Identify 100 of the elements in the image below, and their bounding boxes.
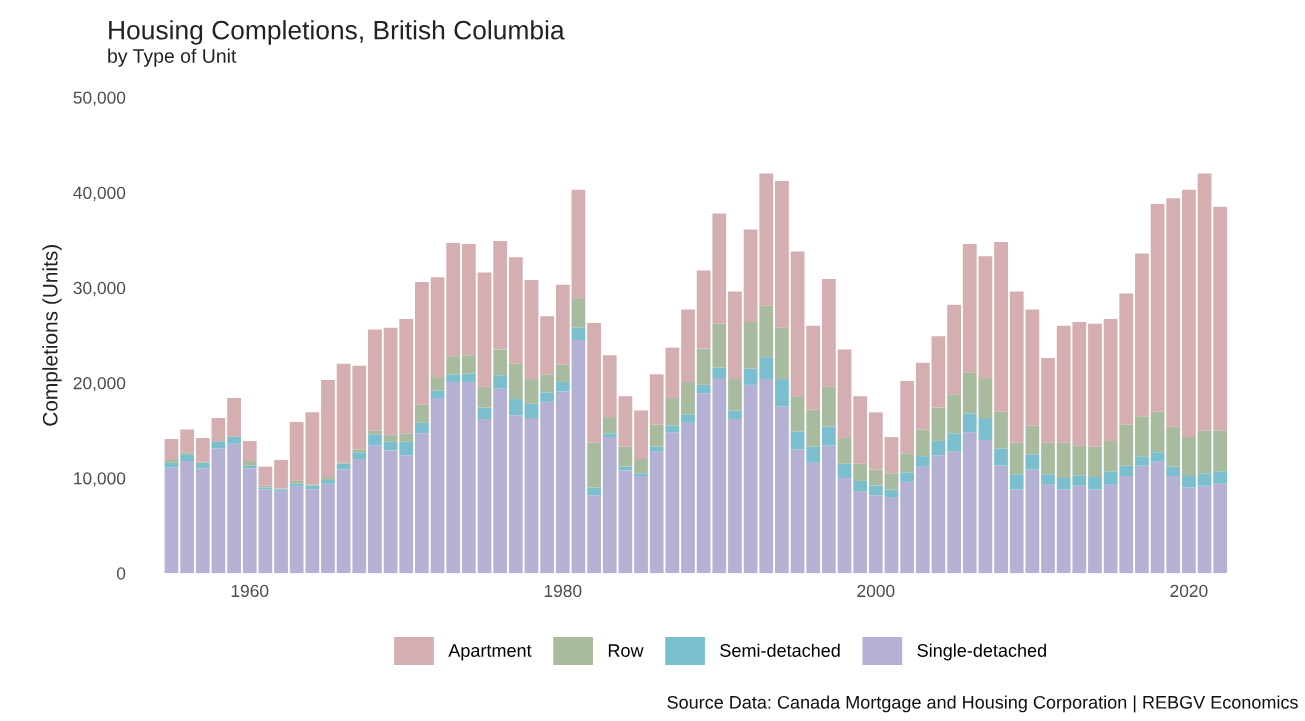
bar bbox=[728, 291, 742, 380]
chart-title: Housing Completions, British Columbia bbox=[109, 20, 565, 45]
bar bbox=[383, 450, 398, 574]
bar bbox=[430, 390, 445, 399]
bar bbox=[681, 381, 695, 415]
bar bbox=[915, 362, 930, 430]
bar bbox=[665, 425, 680, 433]
bar bbox=[1150, 452, 1165, 462]
bar bbox=[1150, 461, 1165, 574]
bar bbox=[415, 433, 429, 574]
bar bbox=[931, 336, 946, 408]
bar bbox=[790, 449, 805, 574]
bar bbox=[258, 466, 273, 486]
bar bbox=[227, 437, 241, 444]
bar bbox=[775, 379, 789, 407]
bar bbox=[1197, 173, 1212, 431]
bar bbox=[994, 242, 1008, 412]
bar bbox=[164, 439, 179, 460]
bar bbox=[884, 437, 899, 474]
bar bbox=[1135, 416, 1149, 457]
bar bbox=[477, 419, 492, 574]
bar bbox=[195, 438, 210, 462]
bar bbox=[743, 229, 758, 322]
bar bbox=[681, 422, 695, 574]
bar bbox=[634, 473, 648, 477]
bar bbox=[1041, 358, 1055, 443]
bar bbox=[868, 495, 883, 574]
bar bbox=[1182, 437, 1196, 477]
bar bbox=[1135, 465, 1149, 574]
bar bbox=[821, 445, 836, 574]
bar bbox=[1041, 474, 1055, 485]
bar bbox=[915, 456, 930, 467]
bar bbox=[900, 472, 915, 482]
bar bbox=[242, 465, 257, 469]
bar bbox=[461, 373, 476, 382]
bar bbox=[806, 325, 821, 410]
bar bbox=[540, 392, 555, 402]
bar bbox=[775, 406, 789, 574]
bar bbox=[994, 411, 1008, 449]
bar bbox=[962, 432, 977, 574]
bar bbox=[884, 473, 899, 490]
bar bbox=[415, 281, 429, 405]
bar bbox=[1213, 471, 1228, 484]
bar bbox=[164, 462, 179, 468]
bar bbox=[368, 434, 382, 446]
bar bbox=[555, 284, 570, 365]
bar bbox=[602, 433, 617, 438]
bar bbox=[508, 257, 523, 364]
x-tick-label: 1960 bbox=[231, 584, 269, 598]
bar bbox=[368, 445, 382, 574]
bar bbox=[321, 483, 335, 574]
bar bbox=[900, 453, 915, 473]
bar bbox=[571, 298, 586, 328]
bar bbox=[602, 437, 617, 574]
bar bbox=[634, 476, 648, 574]
bar bbox=[728, 419, 742, 574]
bar bbox=[555, 381, 570, 392]
x-tick-label: 2020 bbox=[1170, 584, 1208, 598]
bar bbox=[587, 487, 601, 496]
bar bbox=[915, 466, 930, 574]
bar bbox=[681, 309, 695, 382]
bar bbox=[399, 441, 414, 456]
bar bbox=[931, 407, 946, 441]
bar bbox=[900, 380, 915, 454]
bar bbox=[634, 458, 648, 474]
bar bbox=[430, 377, 445, 391]
bar bbox=[368, 430, 382, 435]
bar bbox=[508, 399, 523, 416]
bar bbox=[399, 433, 414, 442]
bar bbox=[1197, 430, 1212, 474]
bar bbox=[947, 433, 961, 452]
bar bbox=[227, 398, 241, 437]
y-axis-title: Completions (Units) bbox=[42, 245, 62, 426]
y-tick-label: 30,000 bbox=[73, 281, 126, 297]
bar bbox=[493, 375, 508, 389]
bar bbox=[602, 355, 617, 418]
y-tick-label: 20,000 bbox=[73, 377, 126, 392]
y-tick-label: 0 bbox=[116, 567, 126, 580]
bar bbox=[962, 243, 977, 373]
bar bbox=[524, 418, 539, 574]
bar bbox=[555, 364, 570, 382]
bar bbox=[430, 398, 445, 574]
bar bbox=[1166, 198, 1181, 427]
bar bbox=[743, 384, 758, 574]
bar bbox=[1182, 476, 1196, 488]
bar bbox=[1088, 477, 1102, 490]
bar bbox=[853, 491, 868, 574]
bar bbox=[790, 431, 805, 450]
bar bbox=[211, 441, 226, 449]
y-tick-label: 10,000 bbox=[74, 472, 126, 487]
bar bbox=[1166, 466, 1181, 477]
bar bbox=[1182, 487, 1196, 574]
bar bbox=[821, 426, 836, 446]
bar bbox=[571, 189, 586, 299]
x-tick-label: 1980 bbox=[544, 584, 582, 598]
bar bbox=[383, 435, 398, 442]
source-note: Source Data: Canada Mortgage and Housing Corporation | REBGV Economics bbox=[667, 695, 1298, 713]
bar bbox=[1150, 411, 1165, 453]
bar bbox=[931, 455, 946, 574]
bar bbox=[399, 455, 414, 574]
